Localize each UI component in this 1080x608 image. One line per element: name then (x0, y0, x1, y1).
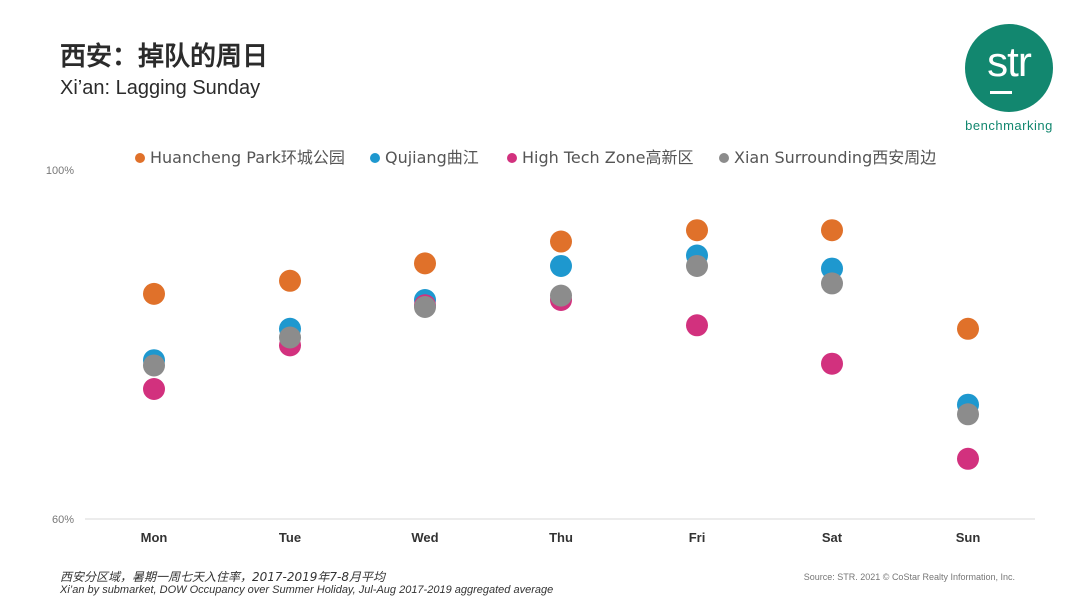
chart-legend: Huancheng Park环城公园 Qujiang曲江 High Tech Zon… (135, 148, 936, 167)
point-huancheng-park-fri (686, 219, 708, 242)
x-tick-label-fri: Fri (689, 530, 706, 545)
legend-marker-huancheng-park (135, 153, 145, 163)
page-title-english: Xi’an: Lagging Sunday (60, 77, 261, 99)
footnote-english: Xi’an by submarket, DOW Occupancy over S… (60, 584, 554, 596)
legend-label-xian-surrounding: Xian Surrounding西安周边 (734, 148, 936, 167)
legend-marker-qujiang (370, 153, 380, 163)
point-qujiang-thu (550, 254, 572, 277)
point-xian-surrounding-mon (143, 354, 165, 377)
source-note: Source: STR. 2021 © CoStar Realty Inform… (803, 572, 1015, 582)
point-huancheng-park-sat (821, 219, 843, 242)
point-huancheng-park-mon (143, 282, 165, 305)
legend-marker-xian-surrounding (719, 153, 729, 163)
legend-label-huancheng-park: Huancheng Park环城公园 (150, 148, 345, 167)
x-tick-label-sun: Sun (956, 530, 981, 545)
point-xian-surrounding-sat (821, 272, 843, 295)
logo-subtext: benchmarking (965, 118, 1053, 133)
point-xian-surrounding-wed (414, 295, 436, 318)
point-huancheng-park-tue (279, 269, 301, 292)
point-huancheng-park-sun (957, 317, 979, 340)
point-high-tech-zone-fri (686, 314, 708, 337)
legend-label-high-tech-zone: High Tech Zone高新区 (522, 148, 694, 167)
str-logo: str (965, 24, 1053, 112)
footnote-chinese: 西安分区域，暑期一周七天入住率，2017-2019年7-8月平均 (60, 570, 386, 584)
x-tick-label-thu: Thu (549, 530, 573, 545)
chart-points (143, 219, 979, 470)
y-tick-label: 60% (52, 514, 74, 526)
point-xian-surrounding-sun (957, 403, 979, 426)
point-high-tech-zone-sat (821, 352, 843, 375)
page-title-chinese: 西安：掉队的周日 (60, 42, 269, 72)
point-huancheng-park-thu (550, 230, 572, 253)
point-high-tech-zone-mon (143, 377, 165, 400)
legend-marker-high-tech-zone (507, 153, 517, 163)
legend-label-qujiang: Qujiang曲江 (385, 148, 479, 167)
x-tick-label-sat: Sat (822, 530, 843, 545)
point-high-tech-zone-sun (957, 447, 979, 470)
x-tick-label-tue: Tue (279, 530, 301, 545)
point-xian-surrounding-thu (550, 284, 572, 307)
point-xian-surrounding-fri (686, 254, 708, 277)
point-xian-surrounding-tue (279, 326, 301, 349)
logo-underline (990, 91, 1012, 94)
x-tick-label-mon: Mon (141, 530, 168, 545)
y-tick-label: 100% (46, 165, 74, 177)
point-huancheng-park-wed (414, 252, 436, 275)
logo-text: str (987, 38, 1032, 85)
chart-axes: 100% 60% Mon Tue Wed Thu Fri Sat Sun (46, 165, 1035, 545)
x-tick-label-wed: Wed (411, 530, 438, 545)
